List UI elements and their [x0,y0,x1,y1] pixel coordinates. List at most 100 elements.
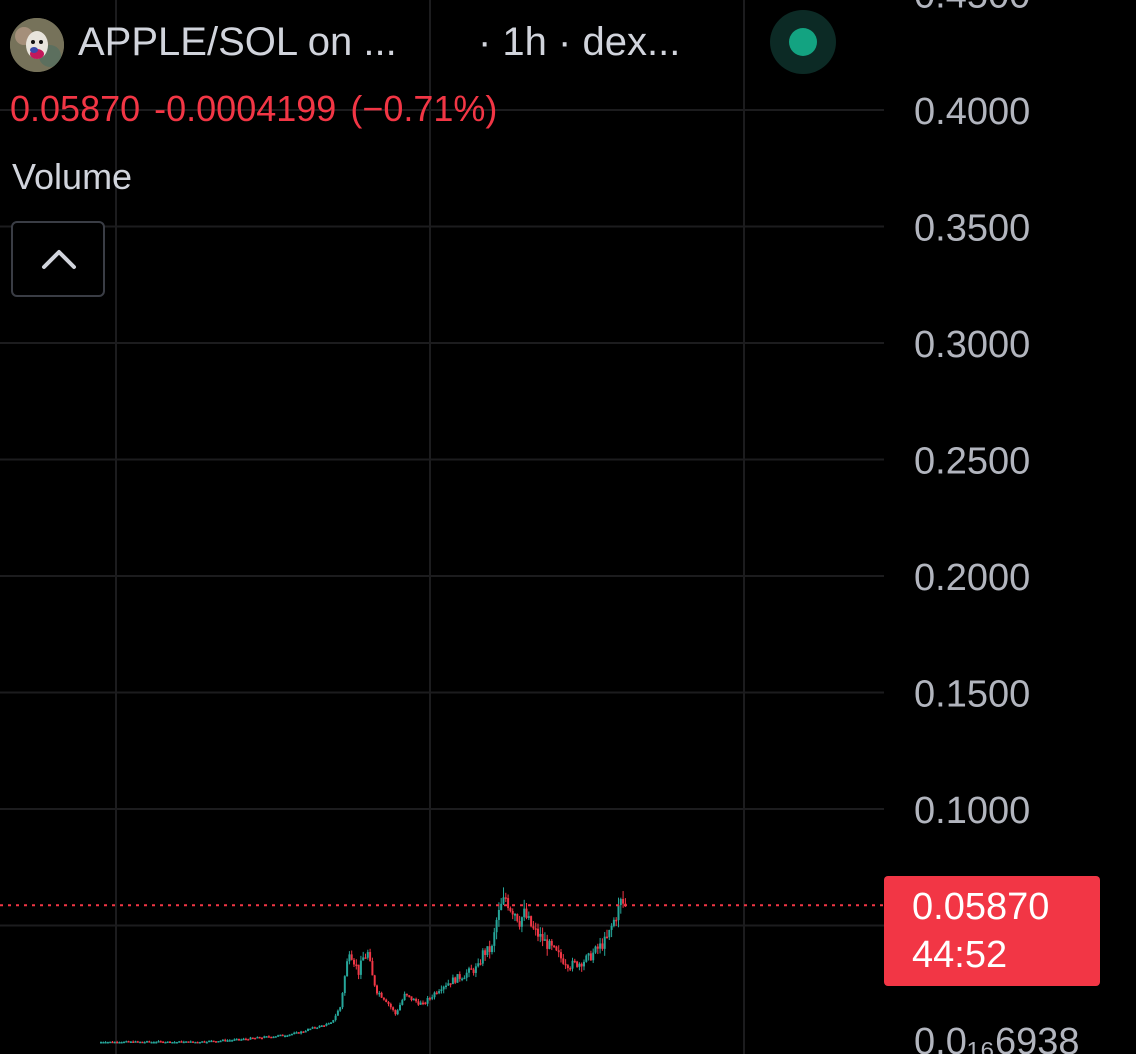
candle-body [560,952,562,959]
candle-body [583,961,585,967]
token-avatar-image [10,18,64,72]
candle-body [339,1007,342,1011]
candle-body [502,897,505,904]
candle-body [394,1009,397,1015]
candle-body [274,1036,277,1038]
candle-body [392,1007,395,1010]
candle-body [169,1041,171,1044]
candle-body [488,946,491,953]
candle-body [217,1041,220,1043]
candle-body [277,1035,280,1037]
candle-body [334,1015,337,1020]
candle-body [313,1027,316,1029]
candle-body [589,953,592,961]
candle-body [325,1023,328,1026]
candle-body [454,977,457,983]
candle-body [348,954,351,962]
candle-body [527,916,530,918]
candle-body [484,950,487,955]
candle-body [247,1039,250,1041]
candle-body [251,1037,254,1040]
candle-body [456,974,459,983]
candle-body [150,1042,153,1044]
candle-body [125,1041,128,1043]
candle-body [272,1036,275,1039]
candle-body [288,1034,291,1037]
candle-body [378,992,381,995]
candle-body [509,908,512,912]
candle-body [539,933,542,937]
candle-body [173,1042,176,1044]
candle-body [304,1030,307,1033]
candle-body [520,917,523,927]
candle-body [231,1040,234,1042]
candle-body [546,939,549,949]
candle-body [224,1039,227,1042]
candle-body [330,1022,332,1024]
candle-body [159,1041,162,1043]
candle-body [187,1041,190,1043]
candle-body [472,969,475,973]
candle-layer [100,887,627,1044]
candle-body [171,1042,174,1044]
candle-body [405,993,408,996]
candle-body [537,928,539,937]
candle-body [380,992,383,998]
candle-body [205,1042,208,1044]
candle-body [396,1010,399,1015]
candle-body [129,1041,132,1043]
collapse-legend-button[interactable] [11,221,105,297]
candle-body [497,910,500,920]
candle-body [343,976,346,994]
candle-body [357,964,360,975]
candle-body [532,926,535,929]
candle-body [208,1040,211,1043]
candle-body [364,957,367,959]
status-dot-icon [789,28,817,56]
candle-body [201,1041,204,1043]
interval-source-label[interactable]: · 1h · dex... [478,20,681,64]
candle-body [369,952,372,961]
candle-body [493,932,496,946]
candle-body [366,952,369,958]
candle-body [265,1036,268,1038]
candle-body [263,1036,266,1038]
candle-body [585,955,588,962]
token-avatar [10,18,64,72]
candle-body [479,963,482,965]
candle-body [555,946,558,951]
candle-body [320,1025,323,1027]
candle-body [576,961,579,967]
candle-body [594,946,597,953]
symbol-title[interactable]: APPLE/SOL on ... [78,20,397,64]
candle-body [371,960,374,976]
candle-body [235,1038,238,1041]
candle-body [233,1039,236,1041]
candle-body [514,914,516,916]
candle-body [426,998,429,1004]
candle-body [428,998,431,1000]
candle-body [612,919,615,926]
candle-body [550,940,553,946]
candle-body [116,1041,119,1044]
candle-body [376,985,378,994]
candle-body [196,1041,199,1044]
volume-indicator-label[interactable]: Volume [12,156,133,197]
candle-body [102,1042,105,1044]
candle-body [504,897,507,899]
candle-body [601,943,604,949]
candle-body [516,914,519,922]
candle-body [185,1041,188,1043]
candle-body [180,1041,183,1043]
market-status-indicator[interactable] [770,10,836,74]
candle-body [300,1031,303,1034]
candle-body [415,998,418,1002]
candle-body [543,939,546,941]
candle-body [603,936,606,949]
candle-body [242,1038,245,1041]
candle-body [566,965,569,969]
candle-body [182,1041,185,1044]
candle-body [323,1025,326,1027]
candle-body [189,1041,192,1043]
